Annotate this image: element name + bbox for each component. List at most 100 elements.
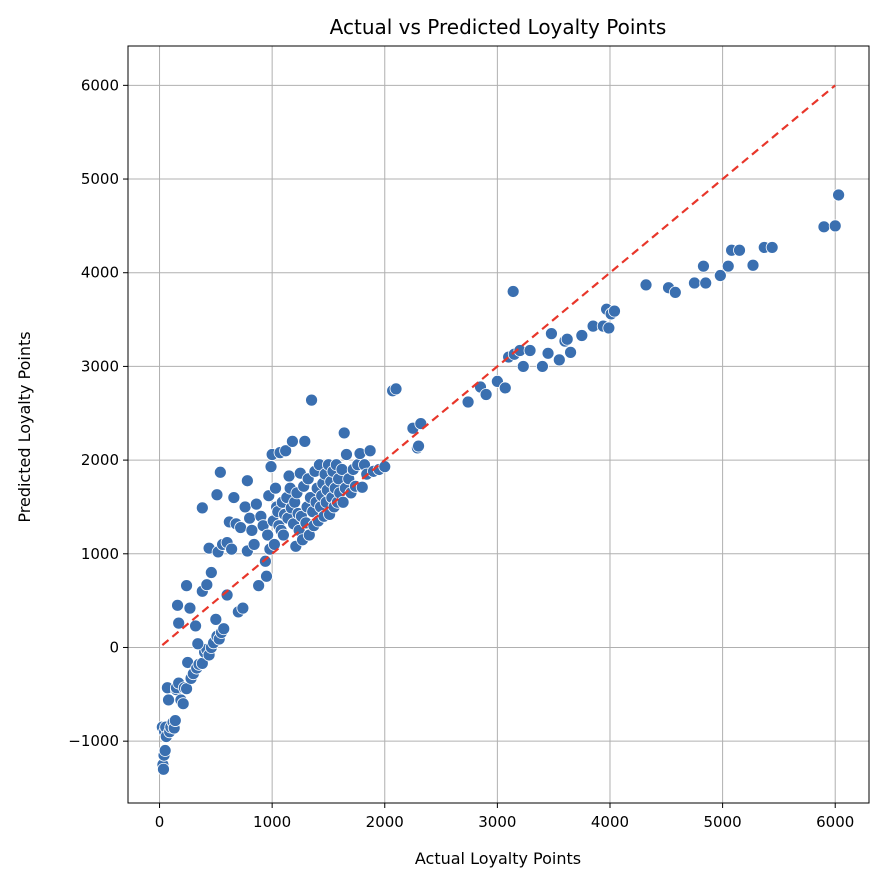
data-point [746, 258, 760, 272]
data-point [220, 588, 234, 602]
data-point [158, 744, 172, 757]
data-point [260, 569, 273, 583]
y-tick-label: 3000 [81, 357, 119, 375]
y-tick-label: −1000 [68, 732, 119, 750]
data-point [412, 439, 425, 453]
x-axis-ticks: 0 1000 2000 3000 4000 5000 6000 [155, 803, 854, 831]
data-point [575, 329, 589, 342]
data-point [213, 465, 227, 479]
plot-frame [127, 45, 870, 804]
data-point [817, 220, 831, 234]
data-point [162, 693, 175, 707]
data-point [269, 481, 282, 495]
data-point [245, 523, 259, 537]
data-point [713, 269, 727, 282]
y-tick-label: 2000 [81, 451, 119, 469]
data-point [243, 511, 257, 525]
x-tick-label: 1000 [253, 813, 291, 831]
reference-line [161, 84, 836, 646]
data-point [261, 528, 275, 542]
data-point [355, 480, 369, 494]
data-point [258, 554, 272, 568]
data-point [461, 395, 475, 409]
data-point [225, 542, 239, 556]
data-point [506, 285, 520, 298]
data-point [545, 327, 558, 341]
data-point [378, 460, 392, 474]
data-point [249, 497, 263, 511]
data-point [479, 388, 493, 401]
y-axis-ticks: −1000 0 1000 2000 3000 4000 5000 6000 [68, 76, 128, 750]
data-point [639, 278, 653, 292]
data-point [236, 601, 250, 615]
data-point [336, 495, 350, 509]
data-point [204, 566, 218, 579]
data-point [238, 500, 252, 514]
data-point [168, 714, 182, 727]
data-point [200, 578, 214, 592]
x-tick-label: 0 [155, 813, 165, 831]
data-point [247, 538, 261, 551]
y-axis-label: Predicted Loyalty Points [15, 331, 34, 522]
data-point [602, 321, 616, 335]
data-point [765, 241, 779, 254]
data-point [267, 538, 281, 551]
data-point [264, 460, 278, 474]
data-point [277, 528, 290, 542]
x-tick-label: 5000 [704, 813, 742, 831]
data-point [180, 579, 193, 593]
data-point [209, 612, 223, 626]
data-point [523, 344, 537, 357]
data-point [828, 219, 842, 233]
data-point [157, 762, 170, 776]
data-point [721, 259, 735, 273]
data-point [688, 276, 701, 290]
data-point [733, 243, 746, 257]
data-point [217, 622, 231, 636]
data-point [516, 360, 530, 373]
data-point [210, 488, 224, 502]
data-point [699, 276, 713, 290]
data-point [240, 474, 254, 488]
data-point [541, 346, 555, 360]
y-tick-label: 4000 [81, 264, 119, 282]
y-tick-label: 0 [109, 638, 119, 656]
data-point [298, 434, 312, 448]
y-tick-label: 6000 [81, 76, 119, 94]
data-point [183, 601, 197, 615]
data-point [191, 637, 205, 651]
data-point [560, 332, 574, 346]
data-point [697, 259, 710, 273]
x-tick-label: 2000 [366, 813, 404, 831]
chart-title: Actual vs Predicted Loyalty Points [330, 15, 667, 39]
y-tick-label: 5000 [81, 170, 119, 188]
data-point [305, 393, 318, 407]
data-points [155, 188, 845, 776]
data-point [536, 360, 549, 373]
data-point [668, 285, 682, 299]
data-point [286, 434, 299, 448]
data-point [340, 448, 353, 461]
data-point [252, 579, 266, 593]
data-point [832, 188, 845, 202]
data-point [172, 616, 186, 630]
data-point [389, 382, 403, 396]
data-point [363, 444, 377, 458]
data-point [552, 353, 566, 367]
data-point [279, 444, 293, 458]
data-point [176, 697, 190, 711]
x-tick-label: 6000 [816, 813, 854, 831]
data-point [564, 345, 577, 359]
data-point [171, 598, 184, 612]
data-point [234, 521, 248, 534]
x-axis-label: Actual Loyalty Points [415, 849, 581, 868]
data-point [282, 469, 296, 483]
grid [128, 46, 869, 803]
data-point [498, 381, 512, 395]
y-tick-label: 1000 [81, 545, 119, 563]
x-tick-label: 4000 [591, 813, 629, 831]
data-point [189, 619, 202, 633]
data-point [227, 491, 241, 504]
data-point [608, 304, 621, 318]
